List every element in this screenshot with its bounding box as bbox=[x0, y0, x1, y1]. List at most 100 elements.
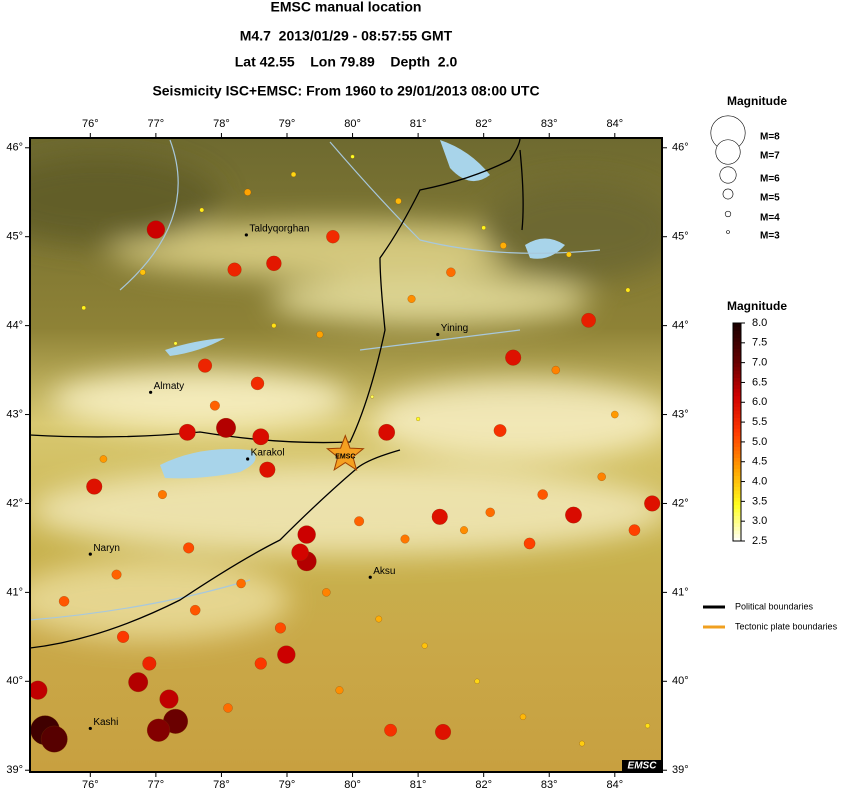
earthquake bbox=[189, 604, 201, 616]
earthquake bbox=[375, 615, 383, 623]
colorbar-segment bbox=[733, 362, 741, 368]
earthquake bbox=[459, 526, 469, 535]
colorbar-segment bbox=[733, 515, 741, 520]
earthquake bbox=[274, 622, 287, 634]
lat-tick-label: 41° bbox=[6, 586, 23, 598]
colorbar-segment bbox=[733, 341, 741, 346]
size-legend-circle bbox=[724, 210, 732, 218]
city-label: Almaty bbox=[154, 381, 185, 392]
earthquake bbox=[335, 686, 344, 695]
lon-tick-label: 81° bbox=[410, 118, 427, 130]
earthquake bbox=[610, 410, 619, 419]
earthquake bbox=[159, 689, 179, 709]
colorbar-segment bbox=[733, 352, 741, 357]
earthquake bbox=[474, 678, 480, 685]
earthquake bbox=[566, 251, 572, 258]
colorbar-segment bbox=[733, 519, 741, 524]
earthquake bbox=[400, 534, 410, 544]
colorbar-segment bbox=[733, 508, 741, 513]
colorbar-segment bbox=[733, 333, 741, 339]
badge-bg bbox=[622, 760, 662, 772]
lat-tick-label: 42° bbox=[672, 497, 689, 509]
colorbar-segment bbox=[733, 526, 741, 531]
lon-tick-label: 77° bbox=[148, 118, 165, 130]
city-dot bbox=[246, 457, 250, 461]
colorbar-segment bbox=[733, 533, 741, 538]
colorbar-segment bbox=[733, 392, 741, 397]
colorbar-segment bbox=[733, 450, 741, 455]
size-legend-label: M=5 bbox=[760, 193, 780, 204]
colorbar-tick-label: 8.0 bbox=[752, 317, 767, 329]
earthquake bbox=[644, 495, 661, 512]
colorbar-tick-label: 3.0 bbox=[752, 515, 767, 527]
earthquake bbox=[40, 725, 68, 753]
earthquake bbox=[431, 508, 448, 525]
title: EMSC manual location bbox=[271, 0, 422, 15]
earthquake bbox=[86, 478, 103, 495]
badge: EMSC bbox=[628, 761, 658, 772]
epicenter-star bbox=[325, 434, 365, 472]
earthquake bbox=[209, 400, 220, 411]
earthquake bbox=[628, 524, 641, 536]
lat-tick-label: 40° bbox=[672, 675, 689, 687]
lat-tick-label: 39° bbox=[672, 764, 689, 776]
colorbar-segment bbox=[733, 388, 741, 393]
colorbar-segment bbox=[733, 377, 741, 382]
colorbar-segment bbox=[733, 471, 741, 477]
lon-tick-label: 78° bbox=[213, 779, 230, 791]
lat-tick-label: 45° bbox=[672, 231, 689, 243]
lon-tick-label: 79° bbox=[279, 118, 296, 130]
colorbar-segment bbox=[733, 486, 741, 491]
earthquake bbox=[421, 642, 428, 649]
event-info: M4.7 2013/01/29 - 08:57:55 GMT bbox=[240, 28, 453, 44]
city-label: Naryn bbox=[93, 543, 120, 554]
colorbar-segment bbox=[733, 337, 741, 342]
lat-tick-label: 41° bbox=[672, 586, 689, 598]
city-dot bbox=[149, 390, 153, 394]
colorbar-segment bbox=[733, 359, 741, 364]
earthquake bbox=[157, 490, 167, 500]
colorbar-segment bbox=[733, 464, 741, 469]
lon-tick-label: 79° bbox=[279, 779, 296, 791]
colorbar-segment bbox=[733, 475, 741, 480]
colorbar-segment bbox=[733, 384, 741, 389]
colorbar-segment bbox=[733, 413, 741, 418]
colorbar-segment bbox=[733, 424, 741, 429]
lon-tick-label: 80° bbox=[344, 779, 361, 791]
earthquake bbox=[523, 537, 536, 550]
subtitle: Seismicity ISC+EMSC: From 1960 to 29/01/… bbox=[152, 83, 539, 99]
colorbar-segment bbox=[733, 421, 741, 426]
earthquake bbox=[434, 723, 452, 741]
earthquake bbox=[322, 588, 331, 597]
colorbar-segment bbox=[733, 530, 741, 535]
earthquake bbox=[395, 197, 402, 205]
earthquake bbox=[597, 472, 606, 482]
lon-tick-label: 83° bbox=[541, 779, 558, 791]
city-label: Kashi bbox=[93, 717, 118, 728]
earthquake bbox=[407, 294, 416, 304]
size-legend-label: M=4 bbox=[760, 213, 780, 224]
map-frame bbox=[29, 137, 663, 773]
lon-tick-label: 77° bbox=[148, 779, 165, 791]
lat-tick-label: 40° bbox=[6, 675, 23, 687]
colorbar-segment bbox=[733, 410, 741, 415]
earthquake bbox=[481, 225, 486, 231]
earthquake bbox=[183, 542, 195, 554]
city-label: Karakol bbox=[251, 448, 285, 459]
colorbar-tick-label: 7.0 bbox=[752, 357, 767, 369]
city-dot bbox=[436, 332, 440, 337]
earthquake bbox=[378, 423, 396, 441]
lon-tick-label: 78° bbox=[213, 118, 230, 130]
earthquake bbox=[178, 423, 196, 441]
colorbar-segment bbox=[733, 399, 741, 404]
earthquake bbox=[415, 416, 421, 422]
earthquake bbox=[139, 269, 146, 276]
lon-tick-label: 76° bbox=[82, 779, 99, 791]
earthquake bbox=[565, 506, 582, 524]
city-label: Taldyqorghan bbox=[249, 224, 309, 235]
events-layer bbox=[30, 154, 661, 753]
earthquake bbox=[326, 229, 340, 244]
colorbar-segment bbox=[733, 511, 741, 517]
earthquake bbox=[493, 424, 507, 437]
colorbar-title: Magnitude bbox=[727, 299, 787, 313]
